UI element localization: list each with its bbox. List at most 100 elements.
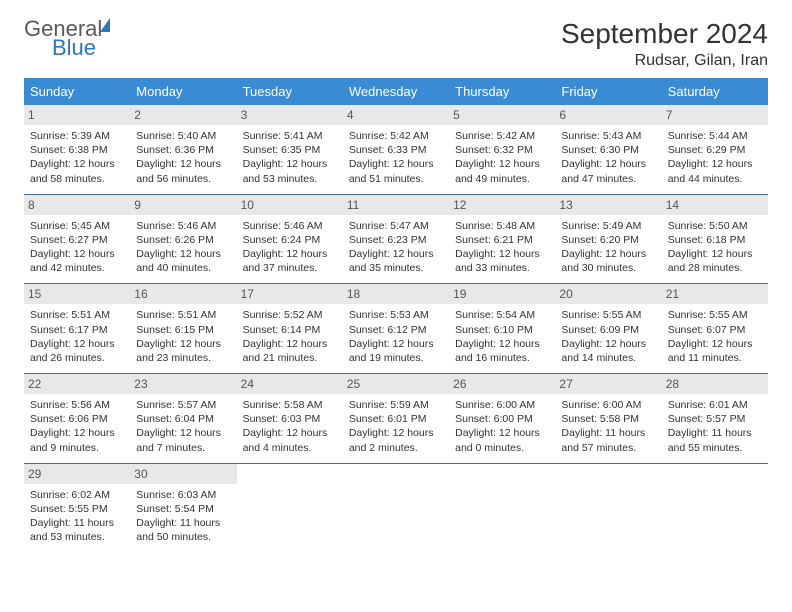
day-number: 10	[237, 195, 343, 215]
day-number: 16	[130, 284, 236, 304]
day-info: Sunrise: 5:46 AMSunset: 6:24 PMDaylight:…	[243, 219, 337, 276]
day-number: 12	[449, 195, 555, 215]
day-number: 2	[130, 105, 236, 125]
calendar-page: General Blue September 2024 Rudsar, Gila…	[0, 0, 792, 570]
day-info: Sunrise: 5:58 AMSunset: 6:03 PMDaylight:…	[243, 398, 337, 455]
day-info: Sunrise: 5:47 AMSunset: 6:23 PMDaylight:…	[349, 219, 443, 276]
calendar-table: Sunday Monday Tuesday Wednesday Thursday…	[24, 78, 768, 552]
day-number: 4	[343, 105, 449, 125]
day-cell: 28Sunrise: 6:01 AMSunset: 5:57 PMDayligh…	[662, 374, 768, 464]
day-info: Sunrise: 5:55 AMSunset: 6:09 PMDaylight:…	[561, 308, 655, 365]
day-info: Sunrise: 5:51 AMSunset: 6:17 PMDaylight:…	[30, 308, 124, 365]
day-cell: 9 Sunrise: 5:46 AMSunset: 6:26 PMDaylight…	[130, 194, 236, 284]
day-cell: 14 Sunrise: 5:50 AMSunset: 6:18 PMDayligh…	[662, 194, 768, 284]
day-info: Sunrise: 5:48 AMSunset: 6:21 PMDaylight:…	[455, 219, 549, 276]
day-info: Sunrise: 5:45 AMSunset: 6:27 PMDaylight:…	[30, 219, 124, 276]
day-cell: 27Sunrise: 6:00 AMSunset: 5:58 PMDayligh…	[555, 374, 661, 464]
day-number: 30	[130, 464, 236, 484]
empty-cell: .	[237, 463, 343, 552]
day-cell: 19Sunrise: 5:54 AMSunset: 6:10 PMDayligh…	[449, 284, 555, 374]
day-info: Sunrise: 5:49 AMSunset: 6:20 PMDaylight:…	[561, 219, 655, 276]
day-number: 19	[449, 284, 555, 304]
day-info: Sunrise: 5:51 AMSunset: 6:15 PMDaylight:…	[136, 308, 230, 365]
day-number: 25	[343, 374, 449, 394]
week-row: 1 Sunrise: 5:39 AMSunset: 6:38 PMDaylight…	[24, 105, 768, 194]
day-info: Sunrise: 5:53 AMSunset: 6:12 PMDaylight:…	[349, 308, 443, 365]
dow-tuesday: Tuesday	[237, 78, 343, 105]
day-number: 6	[555, 105, 661, 125]
day-cell: 8 Sunrise: 5:45 AMSunset: 6:27 PMDaylight…	[24, 194, 130, 284]
day-number: 3	[237, 105, 343, 125]
day-number: 1	[24, 105, 130, 125]
day-cell: 17 Sunrise: 5:52 AMSunset: 6:14 PMDayligh…	[237, 284, 343, 374]
day-number: 17	[237, 284, 343, 304]
day-cell: 22Sunrise: 5:56 AMSunset: 6:06 PMDayligh…	[24, 374, 130, 464]
day-number: 22	[24, 374, 130, 394]
day-number: 28	[662, 374, 768, 394]
dow-friday: Friday	[555, 78, 661, 105]
day-info: Sunrise: 5:57 AMSunset: 6:04 PMDaylight:…	[136, 398, 230, 455]
month-title: September 2024	[561, 18, 768, 50]
day-cell: 30 Sunrise: 6:03 AMSunset: 5:54 PMDayligh…	[130, 463, 236, 552]
day-info: Sunrise: 5:52 AMSunset: 6:14 PMDaylight:…	[243, 308, 337, 365]
day-number: 8	[24, 195, 130, 215]
day-info: Sunrise: 6:00 AMSunset: 6:00 PMDaylight:…	[455, 398, 549, 455]
day-cell: 4 Sunrise: 5:42 AMSunset: 6:33 PMDaylight…	[343, 105, 449, 194]
day-info: Sunrise: 5:44 AMSunset: 6:29 PMDaylight:…	[668, 129, 762, 186]
day-number: 9	[130, 195, 236, 215]
day-info: Sunrise: 5:46 AMSunset: 6:26 PMDaylight:…	[136, 219, 230, 276]
dow-wednesday: Wednesday	[343, 78, 449, 105]
day-number: 24	[237, 374, 343, 394]
brand-logo: General Blue	[24, 18, 110, 59]
day-info: Sunrise: 5:59 AMSunset: 6:01 PMDaylight:…	[349, 398, 443, 455]
day-cell: 21 Sunrise: 5:55 AMSunset: 6:07 PMDayligh…	[662, 284, 768, 374]
day-number: 26	[449, 374, 555, 394]
day-cell: 24 Sunrise: 5:58 AMSunset: 6:03 PMDayligh…	[237, 374, 343, 464]
day-number: 20	[555, 284, 661, 304]
day-cell: 18Sunrise: 5:53 AMSunset: 6:12 PMDayligh…	[343, 284, 449, 374]
day-cell: 16 Sunrise: 5:51 AMSunset: 6:15 PMDayligh…	[130, 284, 236, 374]
day-number: 13	[555, 195, 661, 215]
day-cell: 6Sunrise: 5:43 AMSunset: 6:30 PMDaylight…	[555, 105, 661, 194]
day-cell: 5 Sunrise: 5:42 AMSunset: 6:32 PMDaylight…	[449, 105, 555, 194]
week-row: 29Sunrise: 6:02 AMSunset: 5:55 PMDayligh…	[24, 463, 768, 552]
day-number: 5	[449, 105, 555, 125]
day-cell: 13 Sunrise: 5:49 AMSunset: 6:20 PMDayligh…	[555, 194, 661, 284]
day-info: Sunrise: 6:03 AMSunset: 5:54 PMDaylight:…	[136, 488, 230, 545]
day-info: Sunrise: 6:00 AMSunset: 5:58 PMDaylight:…	[561, 398, 655, 455]
day-info: Sunrise: 5:39 AMSunset: 6:38 PMDaylight:…	[30, 129, 124, 186]
dow-sunday: Sunday	[24, 78, 130, 105]
day-cell: 7 Sunrise: 5:44 AMSunset: 6:29 PMDaylight…	[662, 105, 768, 194]
day-cell: 2 Sunrise: 5:40 AMSunset: 6:36 PMDaylight…	[130, 105, 236, 194]
empty-cell: .	[555, 463, 661, 552]
triangle-icon	[100, 18, 110, 32]
dow-monday: Monday	[130, 78, 236, 105]
day-info: Sunrise: 5:42 AMSunset: 6:32 PMDaylight:…	[455, 129, 549, 186]
day-number: 21	[662, 284, 768, 304]
day-info: Sunrise: 5:50 AMSunset: 6:18 PMDaylight:…	[668, 219, 762, 276]
day-cell: 10 Sunrise: 5:46 AMSunset: 6:24 PMDayligh…	[237, 194, 343, 284]
day-info: Sunrise: 5:55 AMSunset: 6:07 PMDaylight:…	[668, 308, 762, 365]
day-number: 29	[24, 464, 130, 484]
week-row: 8 Sunrise: 5:45 AMSunset: 6:27 PMDaylight…	[24, 194, 768, 284]
day-number: 23	[130, 374, 236, 394]
day-cell: 29Sunrise: 6:02 AMSunset: 5:55 PMDayligh…	[24, 463, 130, 552]
empty-cell: .	[449, 463, 555, 552]
title-block: September 2024 Rudsar, Gilan, Iran	[561, 18, 768, 70]
week-row: 22Sunrise: 5:56 AMSunset: 6:06 PMDayligh…	[24, 374, 768, 464]
day-info: Sunrise: 5:42 AMSunset: 6:33 PMDaylight:…	[349, 129, 443, 186]
dow-thursday: Thursday	[449, 78, 555, 105]
day-info: Sunrise: 5:40 AMSunset: 6:36 PMDaylight:…	[136, 129, 230, 186]
day-cell: 20 Sunrise: 5:55 AMSunset: 6:09 PMDayligh…	[555, 284, 661, 374]
dow-saturday: Saturday	[662, 78, 768, 105]
day-cell: 23 Sunrise: 5:57 AMSunset: 6:04 PMDayligh…	[130, 374, 236, 464]
empty-cell: .	[343, 463, 449, 552]
day-number: 7	[662, 105, 768, 125]
day-number: 15	[24, 284, 130, 304]
location-subtitle: Rudsar, Gilan, Iran	[561, 52, 768, 70]
day-number: 14	[662, 195, 768, 215]
day-number: 11	[343, 195, 449, 215]
header: General Blue September 2024 Rudsar, Gila…	[24, 18, 768, 70]
day-cell: 1 Sunrise: 5:39 AMSunset: 6:38 PMDaylight…	[24, 105, 130, 194]
day-cell: 26 Sunrise: 6:00 AMSunset: 6:00 PMDayligh…	[449, 374, 555, 464]
